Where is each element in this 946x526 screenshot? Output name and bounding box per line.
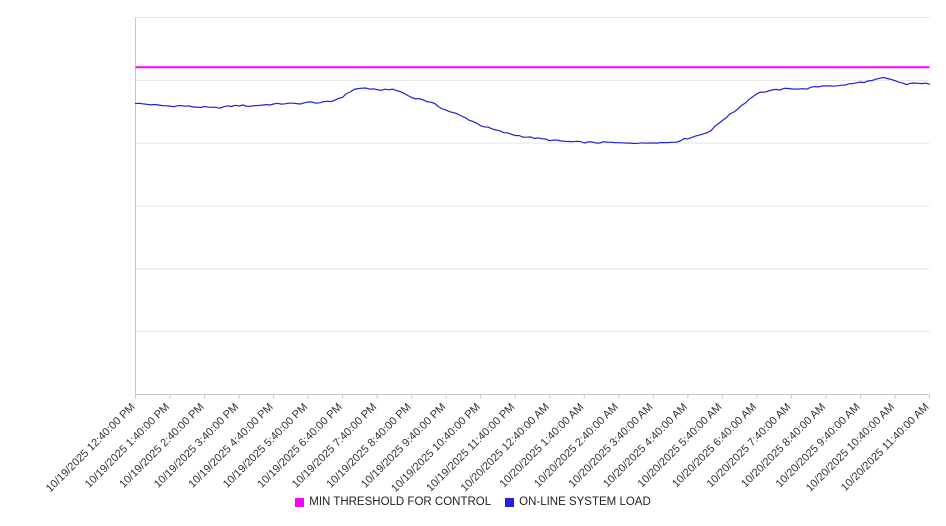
legend-item-min-threshold[interactable]: MIN THRESHOLD FOR CONTROL xyxy=(295,496,491,508)
legend-item-system-load[interactable]: ON-LINE SYSTEM LOAD xyxy=(505,496,651,508)
system-load-label: ON-LINE SYSTEM LOAD xyxy=(519,496,651,508)
min-threshold-swatch xyxy=(295,497,305,507)
min-threshold-label: MIN THRESHOLD FOR CONTROL xyxy=(309,496,492,508)
line-chart: 10/19/2025 12:40:00 PM 10/19/2025 1:40:00… xyxy=(44,17,932,494)
chart-legend: MIN THRESHOLD FOR CONTROL ON-LINE SYSTEM… xyxy=(0,496,946,508)
online-system-load-line xyxy=(134,76,931,145)
system-load-swatch xyxy=(505,497,515,507)
